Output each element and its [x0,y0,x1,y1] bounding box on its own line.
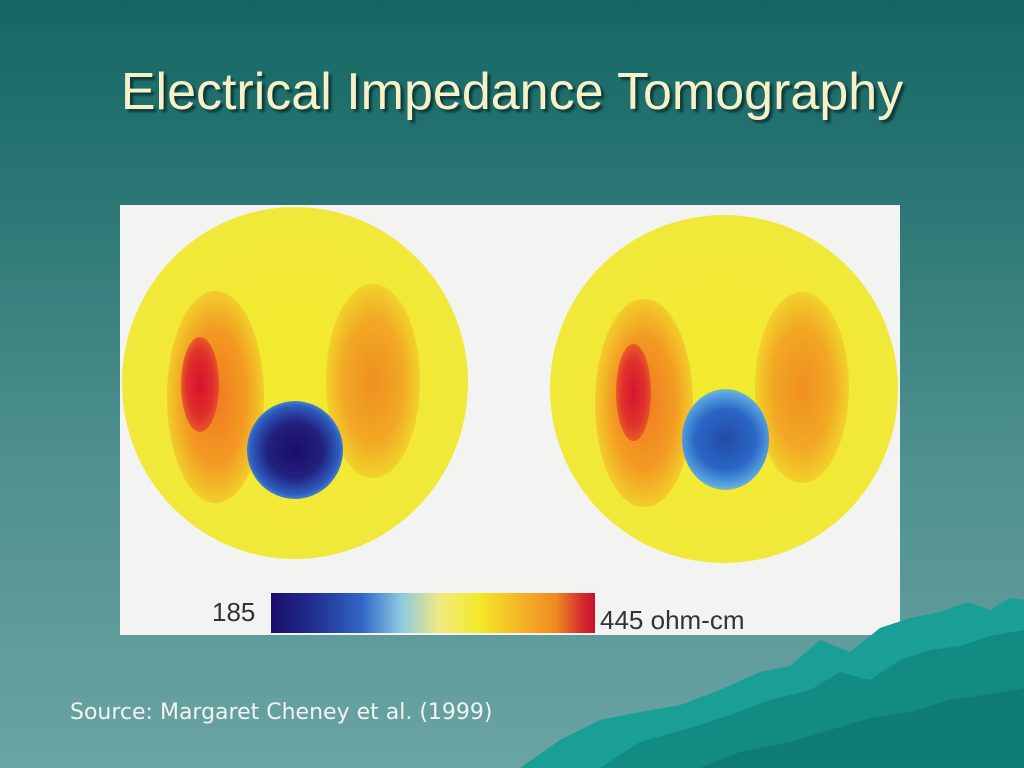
low-resistivity-region [682,389,770,490]
eit-image-right [550,215,898,563]
peak-resistivity-region [616,343,651,442]
slide-title: Electrical Impedance Tomography [120,63,904,121]
low-resistivity-region [246,400,344,500]
peak-resistivity-region [180,337,219,433]
eit-image-left [122,207,468,559]
colorbar [271,593,595,633]
high-resistivity-region-right [755,291,850,483]
colorbar-min-label: 185 [212,597,256,627]
colorbar-max-label: 445 ohm-cm [600,605,745,635]
source-caption: Source: Margaret Cheney et al. (1999) [70,700,493,725]
eit-figure: 185 445 ohm-cm [120,205,900,635]
